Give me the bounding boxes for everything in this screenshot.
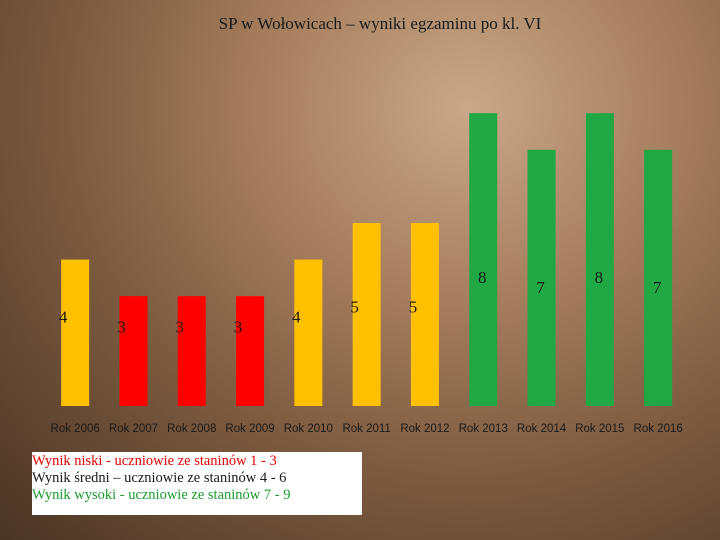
data-label-5: 4 bbox=[292, 307, 301, 326]
x-tick-label-2: Rok 2007 bbox=[109, 423, 158, 435]
bar-5 bbox=[294, 259, 323, 406]
data-label-2: 3 bbox=[117, 317, 126, 336]
x-tick-label-10: Rok 2015 bbox=[575, 423, 624, 435]
x-tick-label-1: Rok 2006 bbox=[51, 423, 100, 435]
data-label-11: 7 bbox=[653, 278, 662, 297]
bar-3 bbox=[177, 296, 206, 406]
bar-9 bbox=[527, 149, 556, 407]
x-tick-label-6: Rok 2011 bbox=[342, 423, 390, 435]
data-label-9: 7 bbox=[536, 278, 545, 297]
data-label-1: 4 bbox=[59, 307, 68, 326]
data-label-3: 3 bbox=[176, 317, 185, 336]
x-tick-label-9: Rok 2014 bbox=[517, 423, 567, 435]
x-tick-label-7: Rok 2012 bbox=[400, 423, 449, 435]
x-tick-label-3: Rok 2008 bbox=[167, 423, 216, 435]
x-tick-label-11: Rok 2016 bbox=[634, 423, 683, 435]
bar-2 bbox=[119, 296, 148, 406]
bar-8 bbox=[469, 113, 498, 406]
data-label-10: 8 bbox=[595, 268, 604, 287]
bar-6 bbox=[352, 223, 381, 406]
x-tick-label-5: Rok 2010 bbox=[284, 423, 333, 435]
data-label-6: 5 bbox=[350, 298, 359, 317]
bar-1 bbox=[61, 259, 90, 406]
legend-mid: Wynik średni – uczniowie ze staninów 4 -… bbox=[32, 470, 287, 486]
data-label-8: 8 bbox=[478, 268, 487, 287]
legend-high: Wynik wysoki - uczniowie ze staninów 7 -… bbox=[32, 487, 291, 503]
bar-7 bbox=[410, 223, 439, 406]
legend-low: Wynik niski - uczniowie ze staninów 1 - … bbox=[32, 453, 277, 469]
x-tick-label-8: Rok 2013 bbox=[459, 423, 508, 435]
bar-11 bbox=[644, 149, 673, 407]
bar-4 bbox=[236, 296, 265, 406]
legend: Wynik niski - uczniowie ze staninów 1 - … bbox=[32, 452, 362, 515]
bar-10 bbox=[585, 113, 614, 406]
x-tick-label-4: Rok 2009 bbox=[225, 423, 274, 435]
data-label-7: 5 bbox=[409, 298, 418, 317]
data-label-4: 3 bbox=[234, 317, 243, 336]
chart-title: SP w Wołowicach – wyniki egzaminu po kl.… bbox=[218, 14, 542, 33]
